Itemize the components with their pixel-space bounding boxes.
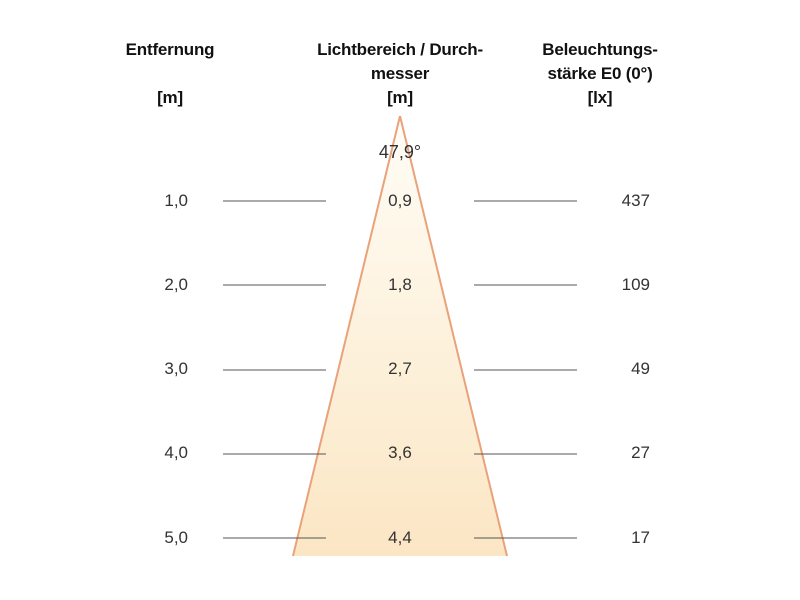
header-illuminance-unit: [lx] bbox=[587, 88, 613, 107]
guide-lines bbox=[223, 200, 577, 539]
row-1-lux: 437 bbox=[621, 191, 650, 210]
row-5-diameter: 4,4 bbox=[388, 528, 412, 547]
header-diameter-unit: [m] bbox=[387, 88, 413, 107]
light-cone bbox=[293, 116, 507, 556]
header-diameter-label-1: Lichtbereich / Durch- bbox=[317, 40, 483, 59]
row-1-diameter: 0,9 bbox=[388, 191, 412, 210]
row-3-diameter: 2,7 bbox=[388, 359, 412, 378]
header-illuminance-label-1: Beleuchtungs- bbox=[542, 40, 658, 59]
header-distance-unit: [m] bbox=[157, 88, 183, 107]
row-3-lux: 49 bbox=[631, 359, 650, 378]
header-illuminance: Beleuchtungs- stärke E0 (0°) [lx] bbox=[520, 38, 680, 110]
cone-edge-right bbox=[399, 115, 508, 557]
row-1-distance: 1,0 bbox=[164, 191, 188, 210]
row-5-distance: 5,0 bbox=[164, 528, 188, 547]
beam-angle: 47,9° bbox=[378, 142, 422, 162]
row-2-distance: 2,0 bbox=[164, 275, 188, 294]
header-diameter-label-2: messer bbox=[370, 64, 430, 83]
header-illuminance-label-2: stärke E0 (0°) bbox=[547, 64, 653, 83]
header-diameter: Lichtbereich / Durch- messer [m] bbox=[300, 38, 500, 110]
row-5-lux: 17 bbox=[631, 528, 650, 547]
row-2-lux: 109 bbox=[621, 275, 650, 294]
row-2-diameter: 1,8 bbox=[388, 275, 412, 294]
cone-edge-left bbox=[292, 115, 401, 557]
row-4-lux: 27 bbox=[631, 443, 650, 462]
header-distance-label: Entfernung bbox=[125, 40, 215, 59]
row-3-distance: 3,0 bbox=[164, 359, 188, 378]
header-distance: Entfernung [m] bbox=[110, 38, 230, 110]
row-4-distance: 4,0 bbox=[164, 443, 188, 462]
row-4-diameter: 3,6 bbox=[388, 443, 412, 462]
